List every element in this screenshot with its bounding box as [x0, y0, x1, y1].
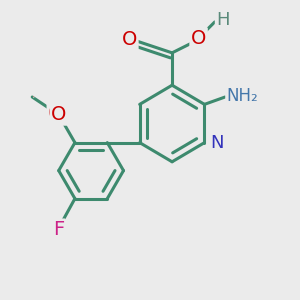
Text: H: H: [216, 11, 230, 29]
Text: O: O: [51, 105, 66, 124]
Text: O: O: [191, 28, 206, 48]
Text: O: O: [122, 30, 137, 49]
Text: NH₂: NH₂: [226, 86, 258, 104]
Text: O: O: [48, 104, 64, 123]
Text: F: F: [53, 220, 64, 239]
Text: N: N: [210, 134, 223, 152]
Text: O: O: [33, 97, 34, 98]
